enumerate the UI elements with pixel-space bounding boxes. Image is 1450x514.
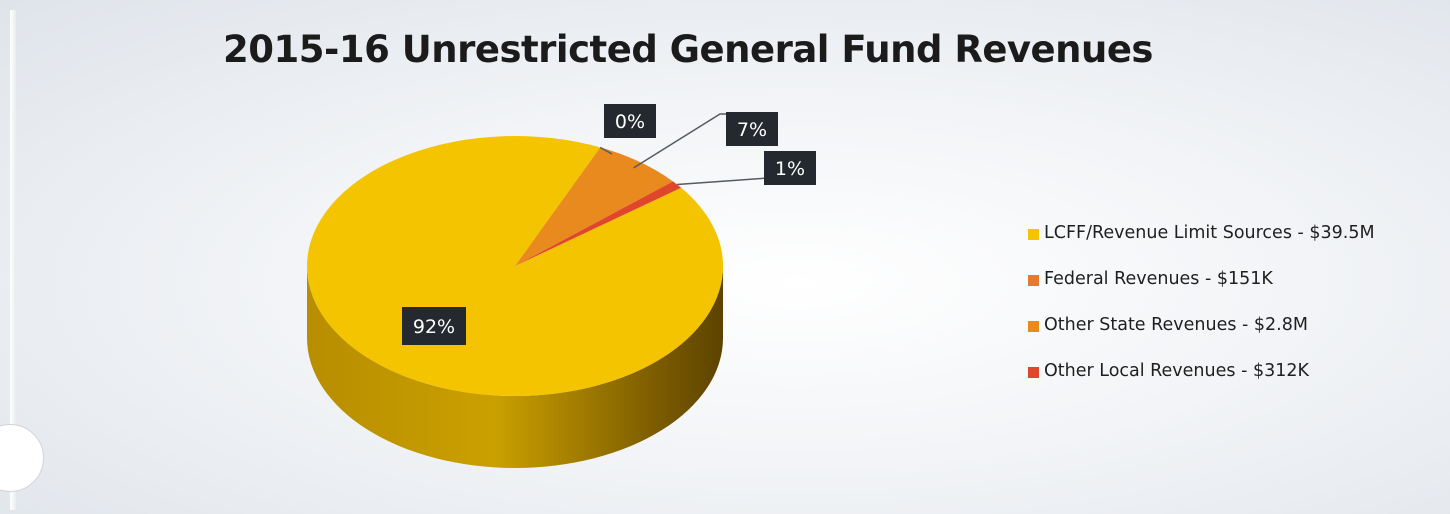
pie-slice-other-state	[515, 147, 673, 266]
slide-frame-edge	[10, 10, 16, 510]
pie-group	[307, 136, 724, 468]
data-labels: 92% 0% 7% 1%	[402, 104, 816, 345]
legend-label-lcff: LCFF/Revenue Limit Sources - $39.5M	[1044, 223, 1375, 243]
data-label-other-state: 7%	[726, 112, 778, 146]
data-label-other-local-text: 1%	[775, 158, 805, 180]
data-label-other-state-text: 7%	[737, 119, 767, 141]
pie-slice-other-local	[515, 181, 682, 266]
data-label-lcff-box	[402, 307, 466, 345]
chart-title: 2015-16 Unrestricted General Fund Revenu…	[223, 28, 1153, 71]
data-label-federal: 0%	[604, 104, 656, 138]
legend-swatch-lcff	[1028, 229, 1039, 240]
data-label-federal-leader	[599, 146, 613, 155]
data-label-federal-text: 0%	[615, 111, 645, 133]
legend-label-other-state: Other State Revenues - $2.8M	[1044, 315, 1308, 335]
data-label-lcff-text: 92%	[413, 316, 455, 338]
legend-item-lcff: LCFF/Revenue Limit Sources - $39.5M	[1028, 223, 1375, 269]
legend-swatch-federal	[1028, 275, 1039, 286]
legend-item-other-local: Other Local Revenues - $312K	[1028, 361, 1375, 407]
legend-swatch-other-local	[1028, 367, 1039, 378]
legend-label-other-local: Other Local Revenues - $312K	[1044, 361, 1309, 381]
data-label-other-local: 1%	[764, 151, 816, 185]
data-label-other-local-box	[764, 151, 816, 185]
chart-legend: LCFF/Revenue Limit Sources - $39.5M Fede…	[1028, 223, 1375, 407]
legend-swatch-other-state	[1028, 321, 1039, 332]
pie-side-wall	[307, 266, 723, 468]
legend-label-federal: Federal Revenues - $151K	[1044, 269, 1273, 289]
legend-item-other-state: Other State Revenues - $2.8M	[1028, 315, 1375, 361]
data-label-other-state-leader	[633, 113, 728, 169]
data-label-federal-box	[604, 104, 656, 138]
data-label-other-local-leader	[677, 177, 769, 186]
data-label-lcff: 92%	[402, 307, 466, 345]
legend-item-federal: Federal Revenues - $151K	[1028, 269, 1375, 315]
data-label-other-state-box	[726, 112, 778, 146]
